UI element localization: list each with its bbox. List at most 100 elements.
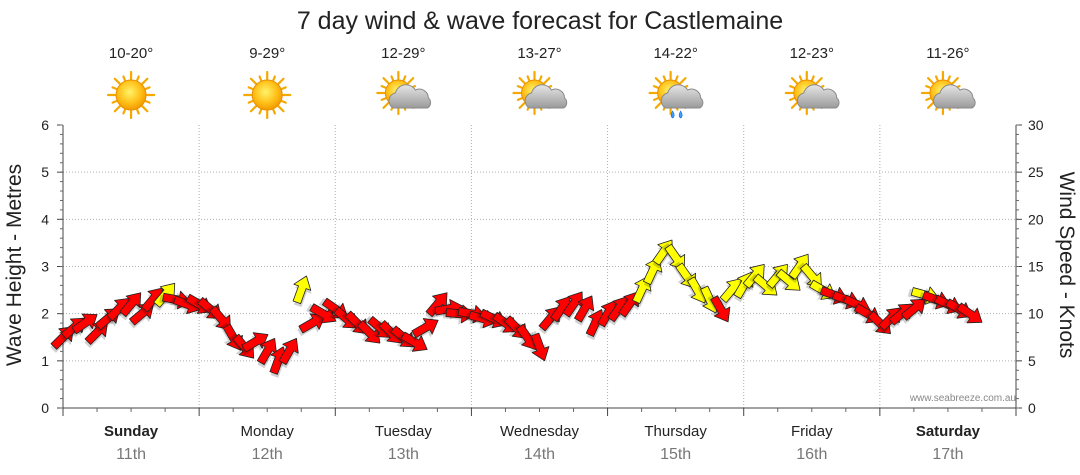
sun-ray [272,75,276,82]
sun-ray [141,105,149,113]
sun-ray [934,75,939,82]
sun-cloud-rain-icon [648,70,704,119]
sun-ray [144,100,151,104]
y-tick-label: 5 [41,164,49,180]
wind-arrow [240,332,269,356]
temperature-range-label: 9-29° [249,45,285,62]
wind-arrow-shape [241,332,269,353]
daily-temperatures: 10-20° 9-29° 12-29° 13-27° 14-22° 12-23° 11-26… [109,45,970,62]
sun-ray [925,97,932,101]
sun-ray [654,101,662,109]
chart-title: 7 day wind & wave forecast for Castlemai… [297,7,783,35]
wind-arrow [900,298,926,324]
sun-ray [382,77,390,85]
sun-ray [272,108,276,115]
wind-arrow [206,304,231,331]
y-tick-label: 4 [41,211,49,227]
wind-arrow-shape [530,332,550,362]
cloud-body [524,84,568,109]
sun-cloud-icon [512,70,568,116]
sun-ray [277,77,285,85]
wind-arrow-shape [278,338,299,366]
day-date-label: 14th [524,446,555,463]
wind-arrow-shape [411,318,439,339]
sun-ray [790,77,798,85]
y2-tick-label: 20 [1028,211,1044,227]
sun-ray [277,105,285,113]
y2-tick-label: 10 [1028,306,1044,322]
sun-ray [382,101,390,109]
sun-ray [526,75,531,82]
y-tick-label: 1 [41,353,49,369]
sun-ray [789,85,795,89]
wind-arrows-series [50,239,983,378]
day-name-label: Friday [791,423,833,440]
temperature-range-label: 10-20° [109,45,153,62]
wind-arrow-shape [956,302,983,324]
cloud-shape [796,84,840,109]
y2-tick-label: 0 [1028,400,1036,416]
sun-ray [111,100,118,104]
temperature-range-label: 13-27° [517,45,561,62]
wind-arrow [119,292,142,321]
wind-arrow [70,313,98,338]
wind-arrow [297,313,326,337]
sun-ray [247,86,254,90]
sun-ray [249,105,258,113]
sun-ray [926,77,935,85]
y-tick-label: 0 [41,400,49,416]
sun-ray [136,108,140,115]
wind-arrow-shape [664,243,686,270]
sun-ray [113,77,121,85]
wind-arrow [278,338,299,369]
sun-ray [380,85,387,89]
y2-tick-label: 25 [1028,164,1044,180]
day-labels: Sunday 11th Monday 12th Tuesday 13th Wednesday… [104,423,981,463]
sun-ray [280,100,287,104]
rain-drop [678,110,683,119]
sun-ray [516,85,523,89]
sun-ray [144,86,151,90]
day-date-label: 13th [388,446,419,463]
sun-ray [679,77,687,85]
sun-cloud-icon [376,70,432,116]
sun-rays [243,70,292,120]
day-date-label: 11th [116,446,146,463]
sun-ray [790,101,798,109]
sun-ray [815,77,823,85]
wave-height-axis-title: Wave Height - Metres [3,164,26,366]
wind-speed-axis-title: Wind Speed - Knots [1055,172,1078,359]
rain-drop [670,110,675,119]
sun-icon [106,70,156,120]
sun-ray [258,75,263,82]
sun-ray [518,77,526,85]
sun-ray [280,86,287,90]
y-tick-label: 2 [41,306,49,322]
sun-ray [662,75,667,82]
day-name-label: Thursday [644,423,707,440]
wind-arrow-shape [632,276,652,304]
wind-arrow [292,275,312,308]
sun-ray [111,86,118,90]
sun-ray [798,75,803,82]
wind-arrow [632,276,652,308]
sun-ray [122,108,127,115]
day-name-label: Wednesday [500,423,579,440]
wind-arrow [707,294,731,323]
sun-ray [947,75,951,82]
wind-arrow [397,331,428,352]
sun-icon [243,70,292,120]
temperature-range-label: 14-22° [653,45,697,62]
sun-ray [402,75,407,82]
day-date-label: 17th [932,446,963,463]
y-tick-label: 3 [41,259,49,275]
wind-arrow [574,295,595,326]
day-name-label: Monday [241,423,295,440]
temperature-range-label: 12-29° [381,45,425,62]
sun-ray [407,77,415,85]
sun-ray [674,75,679,82]
sun-ray [652,97,659,101]
wind-arrow [661,242,686,270]
sun-ray [654,77,662,85]
sun-ray [141,77,149,85]
